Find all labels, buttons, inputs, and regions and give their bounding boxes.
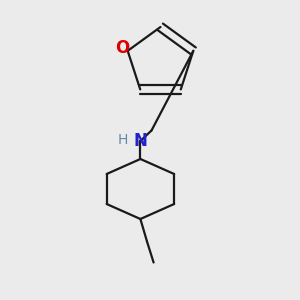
Text: H: H <box>118 134 128 147</box>
Text: N: N <box>134 132 147 150</box>
Text: O: O <box>115 39 129 57</box>
